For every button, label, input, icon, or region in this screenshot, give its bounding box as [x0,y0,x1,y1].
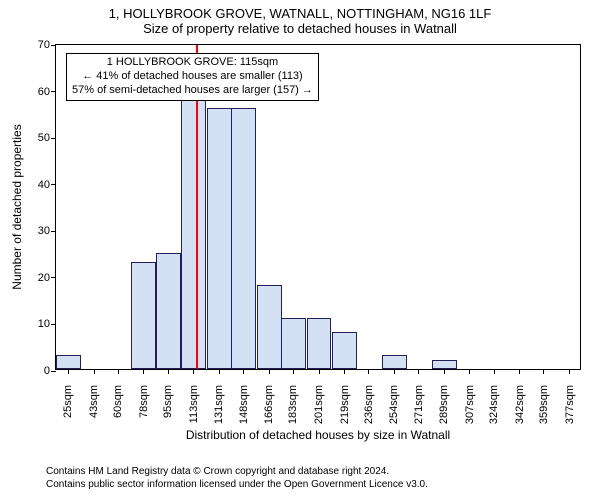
histogram-bar [207,108,232,369]
info-line-3: 57% of semi-detached houses are larger (… [72,84,313,98]
x-tick-mark [168,369,169,374]
info-box: 1 HOLLYBROOK GROVE: 115sqm ← 41% of deta… [66,53,319,101]
x-tick-mark [569,369,570,374]
y-tick-label: 0 [44,365,56,377]
plot-area: 1 HOLLYBROOK GROVE: 115sqm ← 41% of deta… [55,44,581,370]
titles: 1, HOLLYBROOK GROVE, WATNALL, NOTTINGHAM… [0,6,600,36]
x-tick-label: 131sqm [213,377,225,424]
x-tick-mark [469,369,470,374]
x-tick-label: 342sqm [514,377,526,424]
y-tick-label: 10 [38,318,56,330]
x-tick-mark [143,369,144,374]
x-tick-mark [243,369,244,374]
histogram-bar [56,355,81,369]
x-tick-label: 43sqm [88,377,100,418]
x-tick-mark [293,369,294,374]
histogram-bar [231,108,256,369]
x-tick-label: 377sqm [564,377,576,424]
x-tick-label: 113sqm [188,377,200,423]
y-tick-label: 70 [38,39,56,51]
x-tick-mark [118,369,119,374]
y-tick-label: 20 [38,272,56,284]
histogram-bar [281,318,306,369]
histogram-bar [332,332,357,369]
x-tick-label: 183sqm [287,377,299,424]
x-tick-label: 359sqm [538,377,550,424]
histogram-bar [156,253,181,369]
x-tick-mark [68,369,69,374]
x-tick-label: 25sqm [62,377,74,418]
title-line-2: Size of property relative to detached ho… [0,21,600,36]
chart-container: 1, HOLLYBROOK GROVE, WATNALL, NOTTINGHAM… [0,0,600,500]
x-tick-mark [319,369,320,374]
histogram-bar [382,355,407,369]
y-axis-label: Number of detached properties [10,124,24,289]
y-tick-label: 50 [38,132,56,144]
x-tick-mark [519,369,520,374]
x-tick-mark [193,369,194,374]
histogram-bar [257,285,282,369]
title-line-1: 1, HOLLYBROOK GROVE, WATNALL, NOTTINGHAM… [0,6,600,21]
x-axis-label: Distribution of detached houses by size … [186,428,450,442]
info-line-1: 1 HOLLYBROOK GROVE: 115sqm [72,56,313,70]
histogram-bar [307,318,332,369]
y-tick-label: 30 [38,225,56,237]
y-tick-label: 40 [38,179,56,191]
x-tick-label: 289sqm [438,377,450,424]
footer-line-2: Contains public sector information licen… [46,479,428,492]
x-tick-label: 271sqm [413,377,425,424]
x-tick-mark [543,369,544,374]
x-tick-label: 219sqm [339,377,351,424]
x-tick-mark [94,369,95,374]
x-tick-mark [269,369,270,374]
histogram-bar [432,360,457,369]
x-tick-label: 201sqm [313,377,325,424]
x-tick-label: 236sqm [363,377,375,424]
x-tick-label: 254sqm [388,377,400,424]
histogram-bar [181,99,206,369]
x-tick-label: 60sqm [112,377,124,418]
x-tick-label: 307sqm [464,377,476,424]
x-tick-mark [219,369,220,374]
x-tick-label: 166sqm [263,377,275,424]
info-line-2: ← 41% of detached houses are smaller (11… [72,70,313,84]
x-tick-mark [344,369,345,374]
histogram-bar [131,262,156,369]
x-tick-label: 324sqm [488,377,500,424]
x-tick-label: 95sqm [162,377,174,418]
footer: Contains HM Land Registry data © Crown c… [46,466,428,491]
x-tick-label: 148sqm [238,377,250,424]
footer-line-1: Contains HM Land Registry data © Crown c… [46,466,428,479]
y-tick-label: 60 [38,86,56,98]
x-tick-label: 78sqm [138,377,150,418]
x-tick-mark [418,369,419,374]
x-tick-mark [368,369,369,374]
x-tick-mark [444,369,445,374]
x-tick-mark [394,369,395,374]
x-tick-mark [494,369,495,374]
